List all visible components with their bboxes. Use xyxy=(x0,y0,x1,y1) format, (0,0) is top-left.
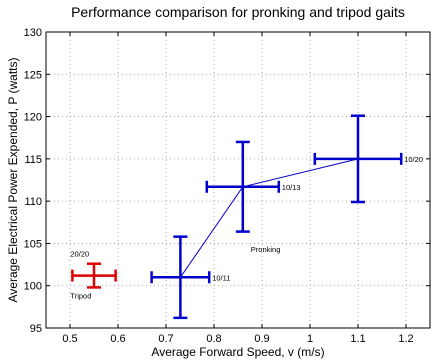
grid-layer xyxy=(46,31,430,329)
x-tick-label: 1 xyxy=(307,333,313,345)
y-tick-label: 115 xyxy=(24,154,42,166)
y-tick-label: 120 xyxy=(24,112,42,124)
y-tick-label: 125 xyxy=(24,69,42,81)
point-label: 10/13 xyxy=(282,183,301,192)
series-label: Pronking xyxy=(251,245,281,254)
point-label: 10/11 xyxy=(212,273,230,282)
x-tick-label: 0.9 xyxy=(254,333,269,345)
series-label: Tripod xyxy=(70,291,91,300)
x-tick-label: 1.1 xyxy=(350,333,365,345)
series-line xyxy=(179,158,359,278)
y-tick-label: 100 xyxy=(24,281,42,293)
x-tick-label: 1.2 xyxy=(398,333,413,345)
point-label: 20/20 xyxy=(70,250,89,259)
x-axis-title: Average Forward Speed, v (m/s) xyxy=(151,345,324,359)
x-tick-label: 0.6 xyxy=(110,333,125,345)
y-tick-label: 105 xyxy=(24,238,42,250)
x-tick-label: 0.7 xyxy=(158,333,173,345)
plot-frame xyxy=(45,31,431,329)
y-axis-title: Average Electrical Power Expended, P (wa… xyxy=(6,57,20,302)
point-label: 10/20 xyxy=(404,155,423,164)
annotation-layer: 10/11 10/13 10/20 Pronking 20/20 Tripod xyxy=(70,155,423,301)
y-tick-label: 130 xyxy=(24,27,42,39)
tick-layer: 0.5 0.6 0.7 0.8 0.9 1 1.1 1.2 95 100 105 110 115 120 1… xyxy=(24,27,430,345)
chart-title: Performance comparison for pronking and … xyxy=(71,4,405,20)
data-layer xyxy=(71,114,403,320)
y-tick-label: 110 xyxy=(24,196,42,208)
y-tick-label: 95 xyxy=(30,323,42,335)
x-tick-label: 0.8 xyxy=(206,333,221,345)
x-tick-label: 0.5 xyxy=(62,333,77,345)
